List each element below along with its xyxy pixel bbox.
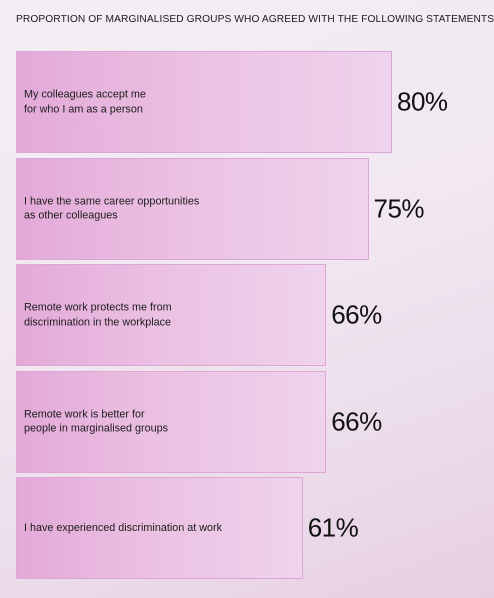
bar-category-label: My colleagues accept me for who I am as … <box>24 88 146 116</box>
bar: Remote work is better for people in marg… <box>16 370 327 473</box>
bar: My colleagues accept me for who I am as … <box>16 51 392 153</box>
bar: Remote work protects me from discriminat… <box>16 264 327 366</box>
bar-category-label: Remote work is better for people in marg… <box>24 408 169 435</box>
bar: I have the same career opportunities as … <box>16 157 369 260</box>
bar-category-label: I have the same career opportunities as … <box>24 195 200 222</box>
bar-value-label: 80% <box>397 86 448 117</box>
bar-category-label: Remote work protects me from discriminat… <box>24 301 172 329</box>
bar-category-label: I have experienced discrimination at wor… <box>24 521 223 534</box>
bar: I have experienced discrimination at wor… <box>16 477 303 579</box>
bar-value-label: 66% <box>331 406 382 436</box>
bar-value-label: 66% <box>331 299 382 330</box>
bar-value-label: 75% <box>373 193 425 223</box>
chart-plot-area: My colleagues accept me for who I am as … <box>16 51 492 581</box>
bar-value-label: 61% <box>307 512 359 543</box>
chart-title: PROPORTION OF MARGINALISED GROUPS WHO AG… <box>16 14 494 25</box>
